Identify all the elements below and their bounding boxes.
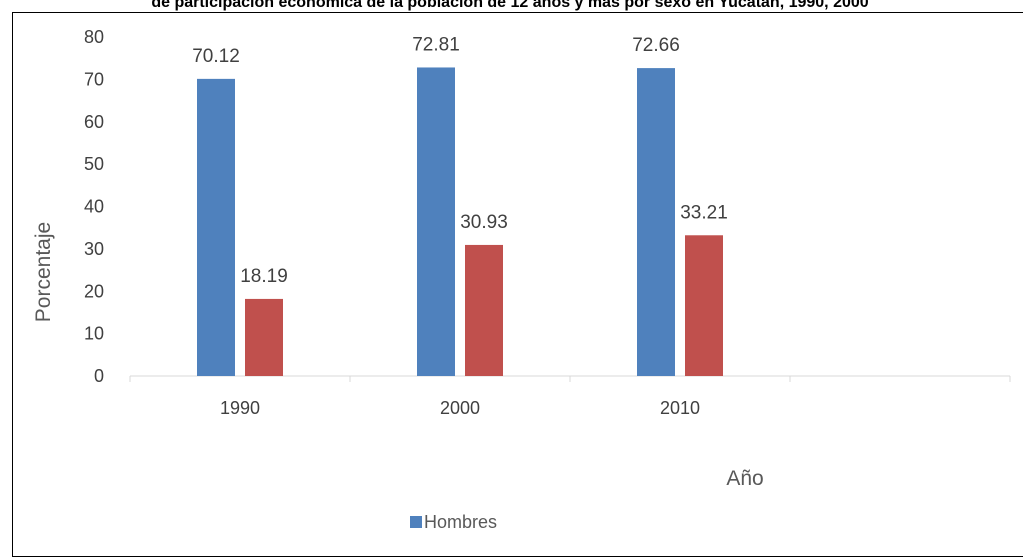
y-tick-label: 0 (94, 366, 104, 386)
x-tick-label: 2000 (440, 398, 480, 418)
bar-series2-2010 (685, 235, 723, 376)
legend-label-hombres: Hombres (424, 512, 497, 532)
y-tick-label: 40 (84, 197, 104, 217)
data-label: 33.21 (680, 202, 728, 223)
bar-hombres-1990 (197, 78, 235, 376)
data-label: 72.66 (632, 35, 680, 56)
x-tick-label: 1990 (220, 398, 260, 418)
data-label: 18.19 (240, 266, 288, 287)
x-axis-title: Año (726, 467, 763, 490)
chart-title: de participación económica de la poblaci… (151, 0, 869, 11)
y-tick-label: 80 (84, 27, 104, 47)
y-tick-label: 10 (84, 324, 104, 344)
data-label: 70.12 (192, 46, 240, 67)
y-tick-label: 30 (84, 239, 104, 259)
y-tick-label: 50 (84, 154, 104, 174)
data-label: 72.81 (412, 34, 460, 55)
bar-hombres-2000 (417, 67, 455, 377)
bar-hombres-2010 (637, 68, 675, 377)
bar-series2-2000 (465, 244, 503, 376)
y-tick-label: 60 (84, 112, 104, 132)
y-tick-label: 20 (84, 281, 104, 301)
y-tick-label: 70 (84, 69, 104, 89)
y-axis-title: Porcentaje (32, 222, 55, 322)
x-tick-label: 2010 (660, 398, 700, 418)
bar-series2-1990 (245, 298, 283, 376)
data-label: 30.93 (460, 212, 508, 233)
legend-swatch-hombres (410, 516, 422, 528)
